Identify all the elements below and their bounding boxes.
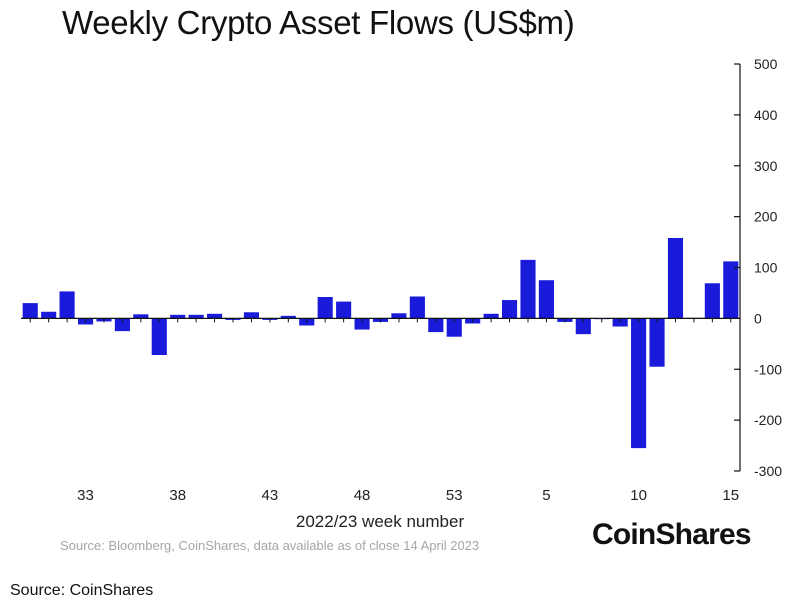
x-tick-label: 48	[354, 487, 371, 504]
x-tick-label: 5	[542, 487, 550, 504]
x-tick-label: 10	[630, 487, 647, 504]
y-tick-label: 500	[754, 56, 778, 72]
y-tick-label: -300	[754, 463, 782, 479]
bar-week-39	[188, 314, 204, 319]
bar-week-38	[170, 314, 186, 319]
bar-week-47	[336, 301, 352, 319]
axes-group: 500 400 300 200 100 0 -100 -200 -300 33 38 43 48 53 5 1…	[21, 56, 782, 504]
bar-week-32	[59, 291, 75, 319]
y-tick-label: 400	[754, 107, 778, 123]
bar-week-35	[114, 318, 130, 332]
bar-week-52	[428, 318, 444, 333]
chart-title: Weekly Crypto Asset Flows (US$m)	[62, 4, 575, 41]
bar-week-10	[631, 318, 647, 449]
bar-week-51	[409, 296, 425, 319]
bar-week-30	[22, 303, 38, 319]
source-note: Source: Bloomberg, CoinShares, data avai…	[60, 538, 480, 553]
y-tick-label: 300	[754, 158, 778, 174]
bar-week-5	[538, 280, 554, 319]
bar-week-15	[723, 261, 739, 319]
y-tick-label: 0	[754, 310, 762, 326]
bar-week-50	[391, 313, 407, 319]
y-tick-label: 200	[754, 209, 778, 225]
x-axis-label: 2022/23 week number	[295, 512, 465, 531]
bar-week-46	[317, 297, 333, 319]
bar-chart: 500 400 300 200 100 0 -100 -200 -300 33 38 43 48 53 5 1…	[21, 56, 782, 504]
x-tick-label: 33	[77, 487, 94, 504]
bar-week-12	[667, 237, 684, 319]
bar-week-2	[483, 313, 499, 319]
bar-week-4	[520, 259, 536, 319]
bar-week-53	[446, 318, 462, 337]
bar-week-7	[575, 318, 591, 335]
brand-logo: CoinShares	[592, 518, 752, 551]
x-tick-label: 43	[262, 487, 279, 504]
bar-week-11	[649, 318, 665, 367]
x-tick-label: 38	[169, 487, 186, 504]
bars-group	[22, 237, 739, 449]
bar-week-31	[41, 311, 57, 319]
bar-week-36	[133, 314, 149, 319]
bar-week-44	[280, 315, 296, 319]
bar-week-9	[612, 318, 628, 327]
footer-source: Source: CoinShares	[10, 582, 154, 599]
bar-week-42	[243, 312, 260, 319]
y-tick-label: -200	[754, 412, 782, 428]
bar-week-3	[501, 300, 518, 319]
bar-week-40	[207, 313, 223, 319]
x-tick-label: 15	[722, 487, 739, 504]
y-tick-label: 100	[754, 260, 778, 276]
y-tick-label: -100	[754, 361, 782, 377]
x-tick-label: 53	[446, 487, 463, 504]
bar-week-48	[354, 318, 370, 330]
bar-week-37	[151, 318, 167, 356]
bar-week-14	[704, 283, 720, 319]
